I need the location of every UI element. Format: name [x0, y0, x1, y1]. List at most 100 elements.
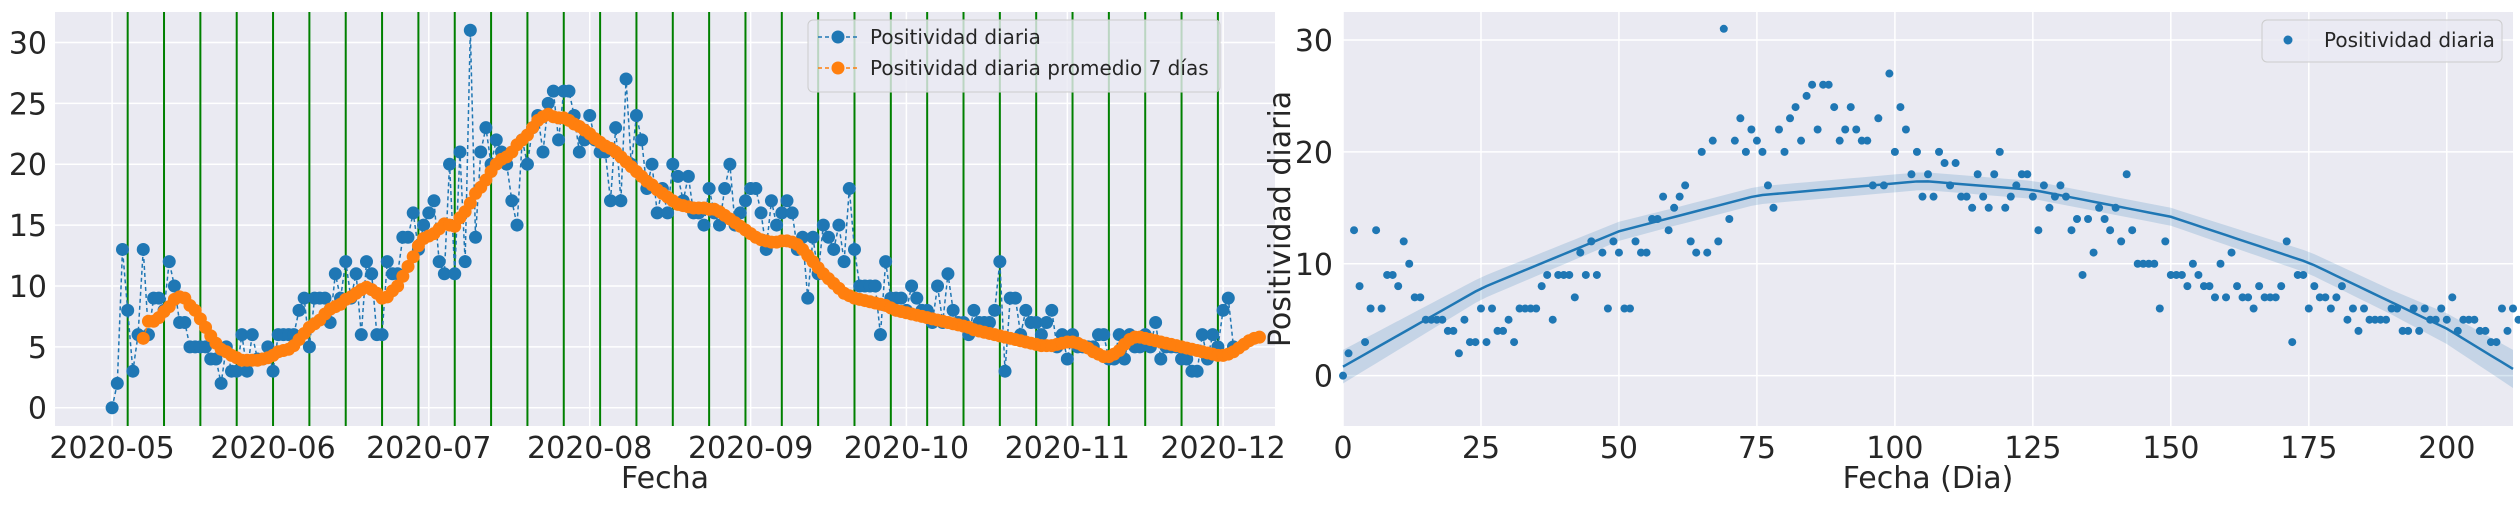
scatter-point: [1802, 91, 1811, 100]
scatter-point: [1493, 326, 1502, 335]
scatter-point: [1968, 203, 1977, 212]
scatter-point: [1361, 338, 1370, 347]
scatter-point: [2249, 304, 2258, 313]
daily-point: [806, 230, 820, 244]
right-legend-marker: [2283, 35, 2293, 45]
left-x-tick: 2020-12: [1160, 431, 1285, 466]
daily-point: [1045, 303, 1059, 317]
daily-point: [469, 230, 483, 244]
scatter-point: [1471, 338, 1480, 347]
scatter-point: [2448, 293, 2457, 302]
daily-point: [448, 267, 462, 281]
scatter-point: [1708, 136, 1717, 145]
scatter-point: [2111, 203, 2120, 212]
right-x-tick: 200: [2418, 431, 2475, 466]
avg-point: [396, 269, 410, 283]
daily-point: [427, 194, 441, 208]
scatter-point: [1824, 80, 1833, 89]
avg-point: [401, 259, 415, 273]
scatter-point: [2509, 304, 2517, 313]
daily-point: [879, 255, 893, 269]
scatter-point: [1410, 293, 1419, 302]
scatter-point: [2409, 304, 2418, 313]
scatter-point: [2464, 315, 2473, 324]
avg-point: [136, 331, 150, 345]
daily-point: [406, 206, 420, 220]
daily-point: [474, 145, 488, 159]
left-x-axis-label: Fecha: [621, 461, 709, 496]
scatter-point: [2415, 326, 2424, 335]
daily-point: [609, 121, 623, 135]
scatter-point: [1819, 80, 1828, 89]
scatter-point: [1786, 114, 1795, 123]
scatter-point: [2404, 326, 2413, 335]
scatter-point: [2486, 338, 2495, 347]
daily-point: [702, 182, 716, 196]
scatter-point: [1703, 248, 1712, 257]
scatter-point: [1614, 248, 1623, 257]
scatter-point: [2061, 192, 2070, 201]
scatter-point: [1752, 136, 1761, 145]
scatter-point: [2194, 270, 2203, 279]
scatter-point: [2266, 293, 2275, 302]
scatter-point: [1465, 338, 1474, 347]
daily-point: [650, 206, 664, 220]
scatter-point: [1653, 215, 1662, 223]
daily-point: [520, 157, 534, 171]
scatter-point: [1841, 125, 1850, 134]
avg-point: [463, 196, 477, 210]
right-x-tick-labels: 0 25 50 75 100 125 150 175 200: [1333, 431, 2475, 466]
scatter-point: [1741, 147, 1750, 156]
daily-point: [318, 291, 332, 305]
daily-point: [115, 242, 129, 256]
daily-point: [1154, 352, 1168, 366]
daily-point: [536, 145, 550, 159]
scatter-point: [2459, 315, 2468, 324]
scatter-point: [1697, 147, 1706, 156]
daily-point: [993, 255, 1007, 269]
scatter-point: [1664, 226, 1673, 235]
daily-point: [910, 291, 924, 305]
scatter-point: [1427, 315, 1436, 324]
scatter-point: [2304, 304, 2313, 313]
scatter-point: [1736, 114, 1745, 123]
scatter-point: [1383, 270, 1392, 279]
daily-point: [718, 182, 732, 196]
scatter-point: [1808, 80, 1817, 89]
right-legend: Positividad diaria: [2261, 19, 2503, 63]
daily-point: [297, 291, 311, 305]
scatter-point: [1659, 192, 1668, 201]
scatter-point: [1769, 203, 1778, 212]
scatter-point: [2122, 170, 2131, 179]
scatter-point: [2078, 270, 2087, 279]
scatter-point: [2006, 192, 2015, 201]
daily-point: [847, 242, 861, 256]
scatter-point: [1797, 136, 1806, 145]
daily-point: [1206, 328, 1220, 342]
scatter-point: [1692, 248, 1701, 257]
left-y-tick: 10: [9, 270, 47, 305]
daily-point: [780, 194, 794, 208]
scatter-point: [1879, 181, 1888, 190]
right-x-tick: 50: [1600, 431, 1638, 466]
scatter-point: [1637, 248, 1646, 257]
daily-point: [1008, 291, 1022, 305]
scatter-point: [1609, 237, 1618, 246]
scatter-point: [1581, 270, 1590, 279]
daily-point: [339, 255, 353, 269]
scatter-point: [2039, 181, 2048, 190]
right-x-tick: 175: [2280, 431, 2337, 466]
scatter-point: [2139, 259, 2148, 268]
daily-point: [816, 218, 830, 232]
daily-point: [302, 340, 316, 354]
scatter-point: [2387, 304, 2396, 313]
scatter-point: [1510, 338, 1519, 347]
daily-point: [105, 401, 119, 415]
daily-point: [894, 291, 908, 305]
scatter-point: [1973, 170, 1982, 179]
left-y-tick: 20: [9, 148, 47, 183]
scatter-point: [2227, 248, 2236, 257]
scatter-point: [1714, 237, 1723, 246]
legend-label-daily: Positividad diaria: [870, 25, 1041, 49]
daily-point: [136, 242, 150, 256]
